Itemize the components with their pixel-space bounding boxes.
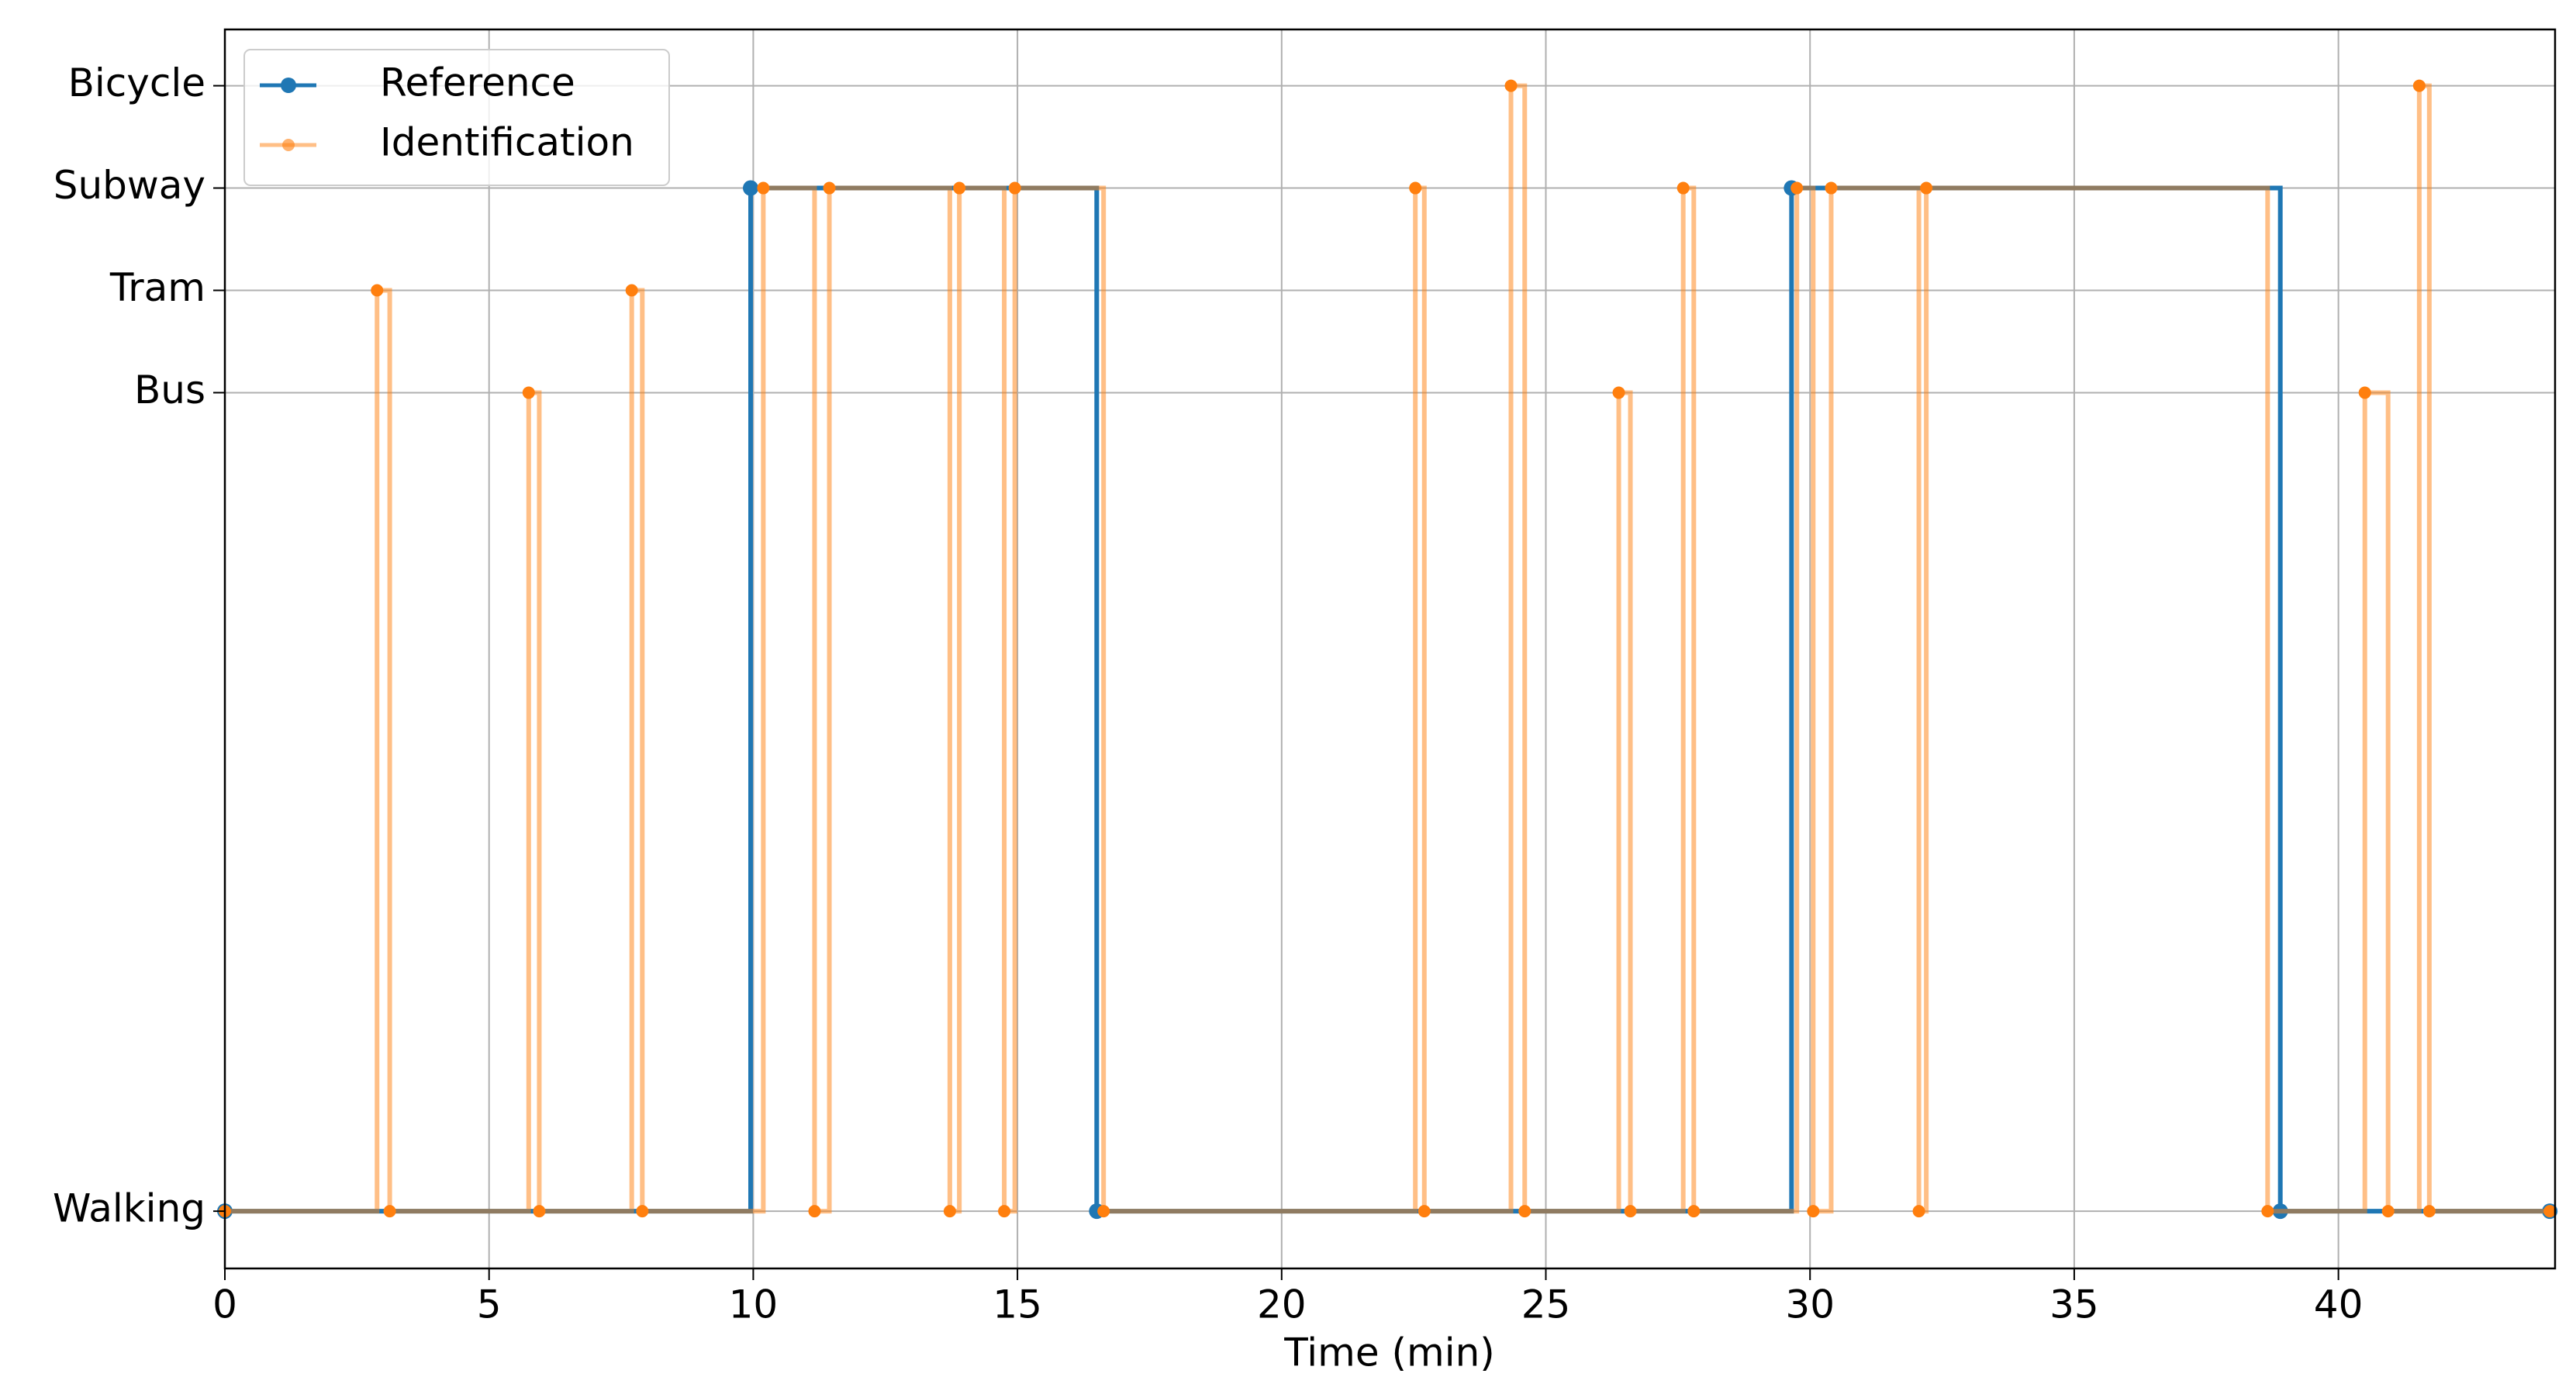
x-tick-label: 25 bbox=[1521, 1282, 1571, 1327]
legend-box bbox=[243, 49, 670, 186]
data-point bbox=[757, 181, 770, 195]
data-point bbox=[625, 284, 638, 297]
legend-marker bbox=[281, 78, 296, 93]
data-point bbox=[1807, 1205, 1820, 1218]
data-point bbox=[2412, 79, 2426, 92]
data-point bbox=[1518, 1205, 1531, 1218]
data-point bbox=[953, 181, 966, 195]
series-line bbox=[225, 185, 2550, 1214]
data-point bbox=[1912, 1205, 1925, 1218]
data-point bbox=[1417, 1205, 1431, 1218]
x-tick-label: 15 bbox=[993, 1282, 1042, 1327]
y-tick-label: Tram bbox=[109, 265, 205, 310]
data-point bbox=[2422, 1205, 2436, 1218]
data-point bbox=[823, 181, 836, 195]
data-point bbox=[371, 284, 384, 297]
plot-area bbox=[217, 79, 2558, 1220]
data-point bbox=[2543, 1205, 2557, 1218]
y-tick-label: Bus bbox=[134, 368, 205, 412]
grid bbox=[224, 29, 2555, 1268]
data-point bbox=[998, 1205, 1011, 1218]
data-point bbox=[742, 180, 758, 196]
data-point bbox=[943, 1205, 956, 1218]
y-tick-label: Subway bbox=[54, 163, 205, 208]
x-tick-label: 10 bbox=[729, 1282, 779, 1327]
x-tick-label: 5 bbox=[477, 1282, 502, 1327]
data-point bbox=[1097, 1205, 1110, 1218]
data-point bbox=[2261, 1205, 2274, 1218]
y-tick-label: Bicycle bbox=[68, 60, 205, 105]
axes-frame bbox=[223, 28, 2557, 1270]
data-point bbox=[383, 1205, 396, 1218]
data-point bbox=[1790, 181, 1804, 195]
x-tick-label: 0 bbox=[212, 1282, 237, 1327]
ticks: 0 5 10 15 20 25 30 35 40 Walking Bus Tram Subway Bicy… bbox=[53, 60, 2363, 1327]
x-tick-label: 35 bbox=[2049, 1282, 2099, 1327]
data-point bbox=[2381, 1205, 2395, 1218]
data-point bbox=[533, 1205, 546, 1218]
data-point bbox=[1624, 1205, 1637, 1218]
data-point bbox=[1920, 181, 1933, 195]
data-point bbox=[1687, 1205, 1701, 1218]
x-tick-label: 30 bbox=[1785, 1282, 1835, 1327]
series-line bbox=[225, 83, 2550, 1214]
data-point bbox=[522, 386, 535, 399]
data-point bbox=[2358, 386, 2371, 399]
data-point bbox=[1504, 79, 1518, 92]
legend-marker bbox=[282, 139, 295, 151]
y-tick-label: Walking bbox=[53, 1186, 205, 1231]
legend-label: Reference bbox=[380, 60, 575, 105]
data-point bbox=[1409, 181, 1422, 195]
x-axis-label: Time (min) bbox=[1283, 1331, 1495, 1375]
data-point bbox=[808, 1205, 821, 1218]
data-point bbox=[1825, 181, 1838, 195]
data-point bbox=[636, 1205, 649, 1218]
x-tick-label: 20 bbox=[1257, 1282, 1307, 1327]
x-tick-label: 40 bbox=[2314, 1282, 2364, 1327]
data-point bbox=[1008, 181, 1021, 195]
legend-label: Identification bbox=[380, 120, 634, 165]
data-point bbox=[1612, 386, 1625, 399]
legend: Reference Identification bbox=[243, 49, 670, 186]
data-point bbox=[1676, 181, 1690, 195]
